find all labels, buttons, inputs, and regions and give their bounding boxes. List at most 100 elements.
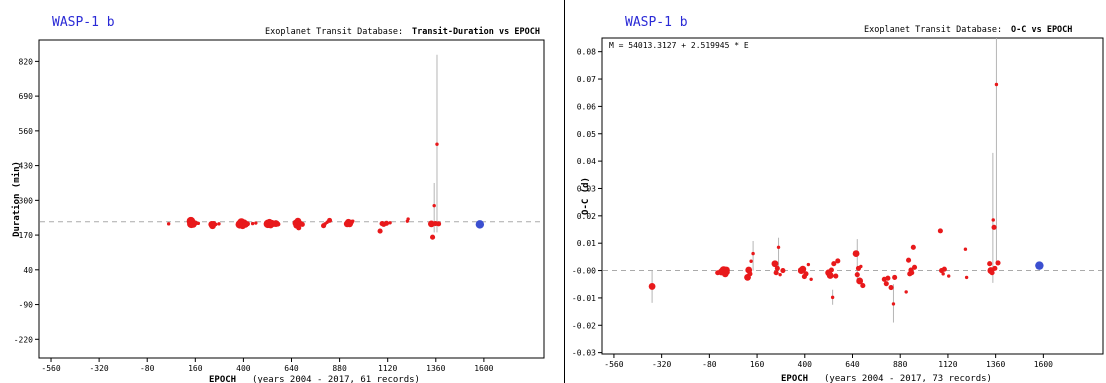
y-tick-label: 0.05 <box>577 130 596 139</box>
y-tick-label: 0.01 <box>577 239 596 248</box>
x-tick-label: 880 <box>893 360 908 369</box>
data-point <box>992 265 998 271</box>
data-point <box>860 283 866 289</box>
predicted-point <box>475 220 485 229</box>
x-tick-label: -560 <box>41 364 60 373</box>
data-point <box>388 221 392 225</box>
data-point <box>830 295 835 300</box>
data-point <box>937 228 943 234</box>
x-axis-label: EPOCH <box>209 375 236 383</box>
data-point <box>828 267 834 273</box>
y-tick-label: -90 <box>19 301 34 310</box>
y-tick-label: 820 <box>19 57 34 66</box>
oc-vs-epoch-chart: WASP-1 b Exoplanet Transit Database: O-C… <box>572 15 1104 383</box>
y-tick-label: 300 <box>19 196 34 205</box>
data-point <box>299 221 305 227</box>
x-axis-note: (years 2004 - 2017, 61 records) <box>252 375 420 383</box>
y-tick-label: 0.07 <box>577 75 596 84</box>
data-point <box>941 272 945 276</box>
data-point <box>852 250 860 257</box>
ephemeris-equation: M = 54013.3127 + 2.519945 * E <box>609 41 749 50</box>
data-point <box>749 259 753 263</box>
data-point <box>995 260 1001 266</box>
data-point <box>809 277 813 282</box>
data-point <box>833 273 839 279</box>
x-tick-label: 1120 <box>378 364 397 373</box>
data-point <box>799 265 807 273</box>
data-point <box>377 228 383 234</box>
data-point <box>430 234 436 240</box>
database-label: Exoplanet Transit Database: <box>864 25 1002 35</box>
data-point <box>885 275 891 281</box>
y-tick-label: -220 <box>14 335 33 344</box>
y-axis-label: O-C (d) <box>581 177 591 215</box>
x-tick-label: 1360 <box>986 360 1005 369</box>
x-axis-note: (years 2004 - 2017, 73 records) <box>824 374 992 383</box>
data-point <box>941 266 947 272</box>
data-point <box>436 221 442 227</box>
duration-vs-epoch-chart: WASP-1 b Exoplanet Transit Database: Tra… <box>11 15 545 383</box>
data-point <box>891 302 896 306</box>
planet-name: WASP-1 b <box>625 15 688 30</box>
data-point <box>859 264 863 269</box>
y-tick-label: -0.03 <box>572 349 596 358</box>
data-point <box>435 142 439 146</box>
chart-marks: -560 -320 -80 160 400 640 880 1120 1360 1600 -220 -… <box>14 54 543 373</box>
data-point <box>906 257 912 263</box>
x-tick-label: 160 <box>750 360 765 369</box>
data-point <box>747 271 753 277</box>
data-point <box>854 272 860 278</box>
data-point <box>217 222 221 226</box>
data-point <box>296 225 302 231</box>
data-point <box>987 261 993 267</box>
data-point <box>826 272 834 279</box>
data-point <box>910 244 916 250</box>
data-point <box>166 222 171 226</box>
data-point <box>892 274 898 280</box>
database-label: Exoplanet Transit Database: <box>265 27 403 37</box>
data-point <box>406 217 410 221</box>
y-tick-label: 0.04 <box>577 157 596 166</box>
data-point <box>776 245 781 249</box>
y-tick-label: 170 <box>19 231 34 240</box>
y-tick-label: 690 <box>19 92 34 101</box>
panel-divider <box>564 0 565 383</box>
data-point <box>989 270 995 276</box>
data-point <box>275 221 281 227</box>
data-point <box>751 251 755 256</box>
data-point <box>774 265 780 271</box>
planet-name: WASP-1 b <box>52 15 115 30</box>
data-point <box>773 270 779 276</box>
x-tick-label: 1360 <box>426 364 445 373</box>
x-tick-label: 1600 <box>474 364 493 373</box>
data-point <box>835 258 841 264</box>
data-point <box>964 275 969 280</box>
y-tick-label: 0.06 <box>577 102 596 111</box>
data-point <box>803 271 809 277</box>
data-point <box>909 270 915 276</box>
x-tick-label: -560 <box>604 360 623 369</box>
data-point <box>911 264 918 270</box>
y-tick-label: -0.02 <box>572 321 596 330</box>
data-point <box>192 220 198 226</box>
data-point <box>196 221 201 226</box>
y-tick-label: 40 <box>23 266 33 275</box>
data-point <box>383 220 390 226</box>
y-tick-label: 430 <box>19 162 34 171</box>
x-axis-label: EPOCH <box>781 374 808 383</box>
x-tick-label: 640 <box>284 364 299 373</box>
x-tick-label: 400 <box>236 364 251 373</box>
plot-frame <box>38 39 545 359</box>
plot-frame <box>601 37 1104 355</box>
data-point <box>947 274 951 278</box>
x-tick-label: -320 <box>89 364 108 373</box>
x-tick-label: 160 <box>188 364 203 373</box>
y-tick-label: -0.00 <box>572 267 596 276</box>
chart-title: Transit-Duration vs EPOCH <box>412 26 540 37</box>
x-tick-label: 640 <box>845 360 860 369</box>
data-point <box>806 262 811 267</box>
x-tick-label: 880 <box>332 364 347 373</box>
x-tick-label: -320 <box>652 360 671 369</box>
y-tick-label: 0.03 <box>577 184 596 193</box>
